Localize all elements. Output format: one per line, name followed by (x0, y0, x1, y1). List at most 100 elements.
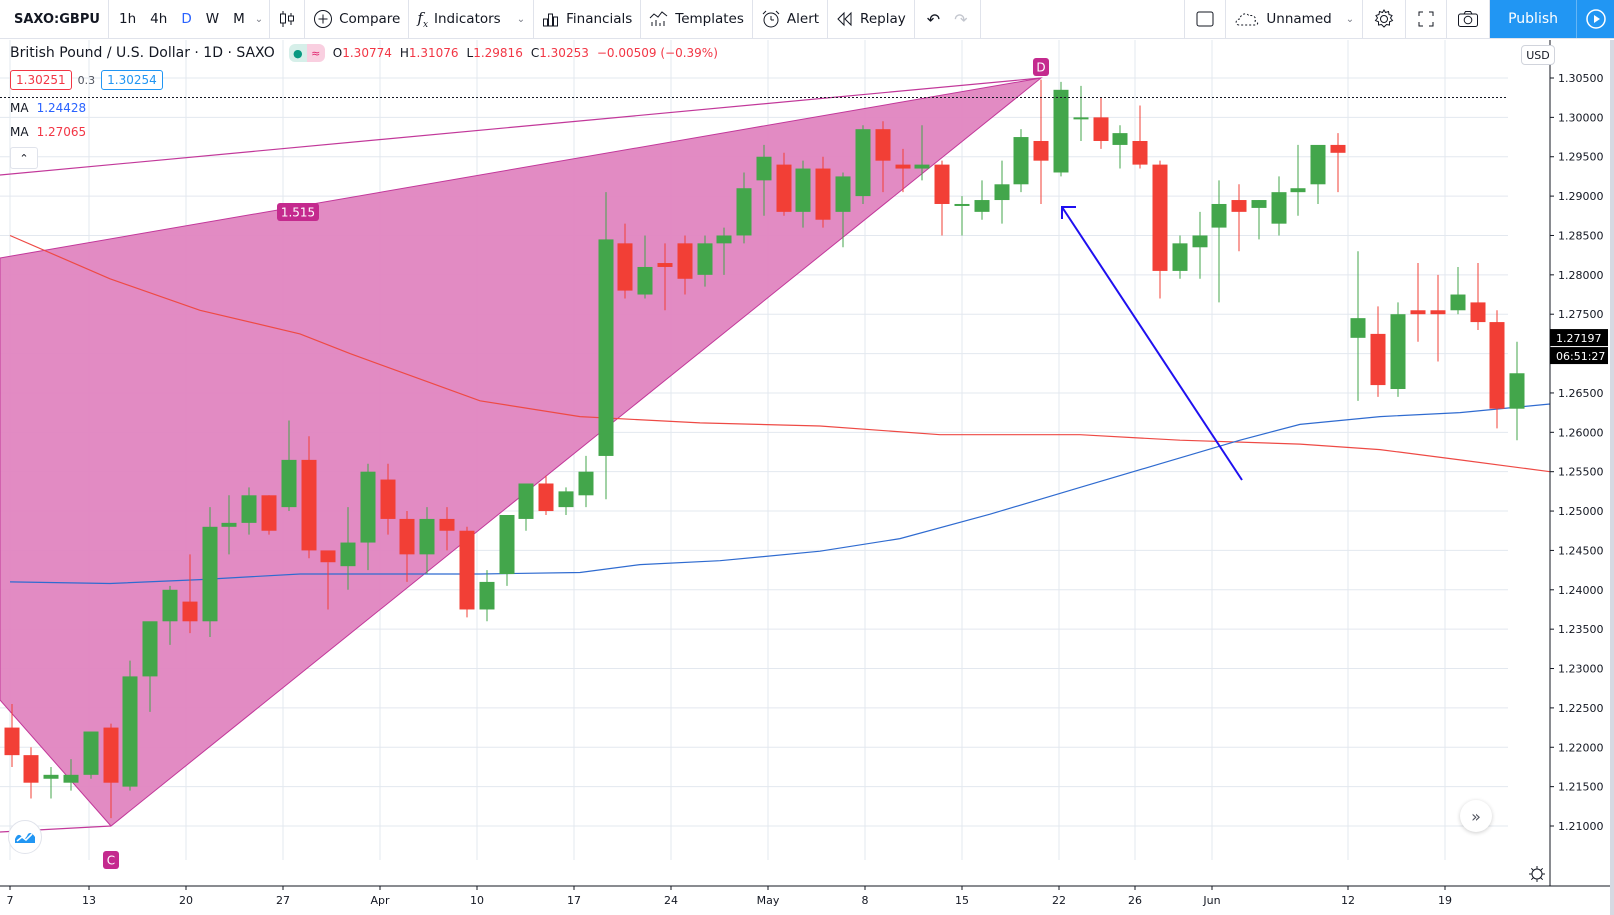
templates-button[interactable]: Templates (649, 0, 744, 38)
candle-up[interactable] (162, 589, 178, 622)
candle-down[interactable] (1489, 322, 1505, 409)
camera-icon[interactable] (1457, 0, 1479, 38)
candle-up[interactable] (578, 471, 594, 496)
indicators-chevron-icon[interactable]: ⌄ (516, 13, 526, 25)
candle-up[interactable] (202, 526, 218, 622)
candle-up[interactable] (756, 156, 772, 181)
chart-type-button[interactable] (278, 0, 296, 38)
indicators-button[interactable]: fx Indicators ⌄ (417, 0, 525, 38)
point-c-label[interactable] (103, 851, 119, 869)
interval-d[interactable]: D (181, 11, 192, 27)
tradingview-logo-button[interactable] (8, 820, 42, 854)
candle-up[interactable] (340, 542, 356, 567)
candle-down[interactable] (815, 168, 831, 220)
candle-up[interactable] (1450, 294, 1466, 311)
interval-1h[interactable]: 1h (119, 11, 137, 27)
candle-down[interactable] (1410, 310, 1426, 315)
axis-settings-icon[interactable] (1527, 864, 1547, 884)
candle-down[interactable] (380, 479, 396, 519)
candle-down[interactable] (1370, 333, 1386, 386)
candle-down[interactable] (103, 727, 119, 783)
point-d-label[interactable] (1033, 58, 1049, 76)
candle-down[interactable] (617, 243, 633, 291)
compare-button[interactable]: Compare (313, 0, 400, 38)
candle-down[interactable] (934, 164, 950, 204)
candle-down[interactable] (895, 164, 911, 169)
candle-up[interactable] (716, 235, 732, 244)
candle-up[interactable] (479, 581, 495, 610)
candle-down[interactable] (301, 459, 317, 551)
interval-dropdown-chevron-icon[interactable]: ⌄ (254, 13, 264, 25)
select-layout-icon[interactable] (1195, 0, 1215, 38)
layout-chevron-icon[interactable]: ⌄ (1345, 13, 1355, 25)
collapse-legend-button[interactable]: ⌃ (10, 147, 38, 169)
candle-up[interactable] (1251, 200, 1267, 208)
candle-up[interactable] (1350, 318, 1366, 338)
candle-down[interactable] (776, 164, 792, 212)
candle-down[interactable] (459, 530, 475, 610)
candle-up[interactable] (855, 129, 871, 197)
candle-up[interactable] (518, 483, 534, 519)
candle-up[interactable] (558, 491, 574, 508)
currency-button[interactable]: USD (1521, 45, 1555, 65)
candle-down[interactable] (1152, 164, 1168, 271)
candle-up[interactable] (1509, 373, 1525, 409)
symbol-search-button[interactable]: SAXO:GBPU (14, 11, 100, 27)
candle-up[interactable] (974, 200, 990, 212)
candle-up[interactable] (499, 514, 515, 575)
candle-down[interactable] (399, 518, 415, 555)
candle-up[interactable] (637, 266, 653, 295)
candle-up[interactable] (281, 459, 297, 508)
candle-down[interactable] (4, 727, 20, 756)
candle-down[interactable] (320, 550, 336, 563)
candle-down[interactable] (1132, 140, 1148, 165)
price-chart[interactable]: D C 1.515 1.30500 1.30000 1.29500 1.29000 1.285… (0, 40, 1614, 915)
candle-up[interactable] (1271, 192, 1287, 224)
scroll-to-realtime-button[interactable]: » (1460, 800, 1492, 832)
candle-up[interactable] (795, 168, 811, 212)
candle-down[interactable] (538, 483, 554, 512)
redo-icon[interactable]: ↷ (954, 9, 968, 29)
candle-up[interactable] (83, 731, 99, 775)
candle-up[interactable] (598, 239, 614, 456)
buy-price-button[interactable]: 1.30254 (101, 70, 163, 90)
candle-up[interactable] (1053, 89, 1069, 173)
replay-button[interactable]: Replay (836, 0, 906, 38)
candle-up[interactable] (142, 621, 158, 677)
ratio-label[interactable] (277, 203, 319, 221)
candle-up[interactable] (1310, 144, 1326, 185)
candle-up[interactable] (697, 243, 713, 275)
candle-down[interactable] (875, 129, 891, 161)
arrow-drawing[interactable] (1061, 206, 1243, 481)
candle-up[interactable] (122, 676, 138, 787)
candle-up[interactable] (360, 471, 376, 543)
candle-down[interactable] (1330, 144, 1346, 153)
undo-icon[interactable]: ↶ (926, 9, 941, 29)
candle-down[interactable] (261, 495, 277, 531)
candle-up[interactable] (43, 774, 59, 779)
candle-down[interactable] (1231, 200, 1247, 212)
sell-price-button[interactable]: 1.30251 (10, 70, 72, 90)
candle-up[interactable] (1112, 133, 1128, 145)
candle-down[interactable] (439, 518, 455, 531)
chart-area[interactable]: D C 1.515 1.30500 1.30000 1.29500 1.29000 1.285… (0, 40, 1614, 915)
candle-up[interactable] (1192, 235, 1208, 248)
candle-up[interactable] (994, 184, 1010, 201)
financials-button[interactable]: Financials (542, 0, 632, 38)
fullscreen-icon[interactable] (1416, 0, 1436, 38)
interval-w[interactable]: W (205, 11, 220, 27)
candle-down[interactable] (677, 243, 693, 279)
candle-up[interactable] (835, 176, 851, 212)
interval-m[interactable]: M (233, 11, 245, 27)
publish-play-button[interactable] (1576, 0, 1614, 38)
publish-button[interactable]: Publish (1490, 0, 1576, 38)
candle-up[interactable] (419, 518, 435, 555)
interval-4h[interactable]: 4h (150, 11, 168, 27)
candle-up[interactable] (1013, 137, 1029, 185)
candle-up[interactable] (221, 522, 237, 527)
candle-down[interactable] (182, 601, 198, 622)
ma-legend-red[interactable]: MA 1.27065 (10, 125, 86, 139)
candle-up[interactable] (914, 164, 930, 169)
candle-up[interactable] (954, 203, 970, 206)
candle-up[interactable] (241, 495, 257, 523)
